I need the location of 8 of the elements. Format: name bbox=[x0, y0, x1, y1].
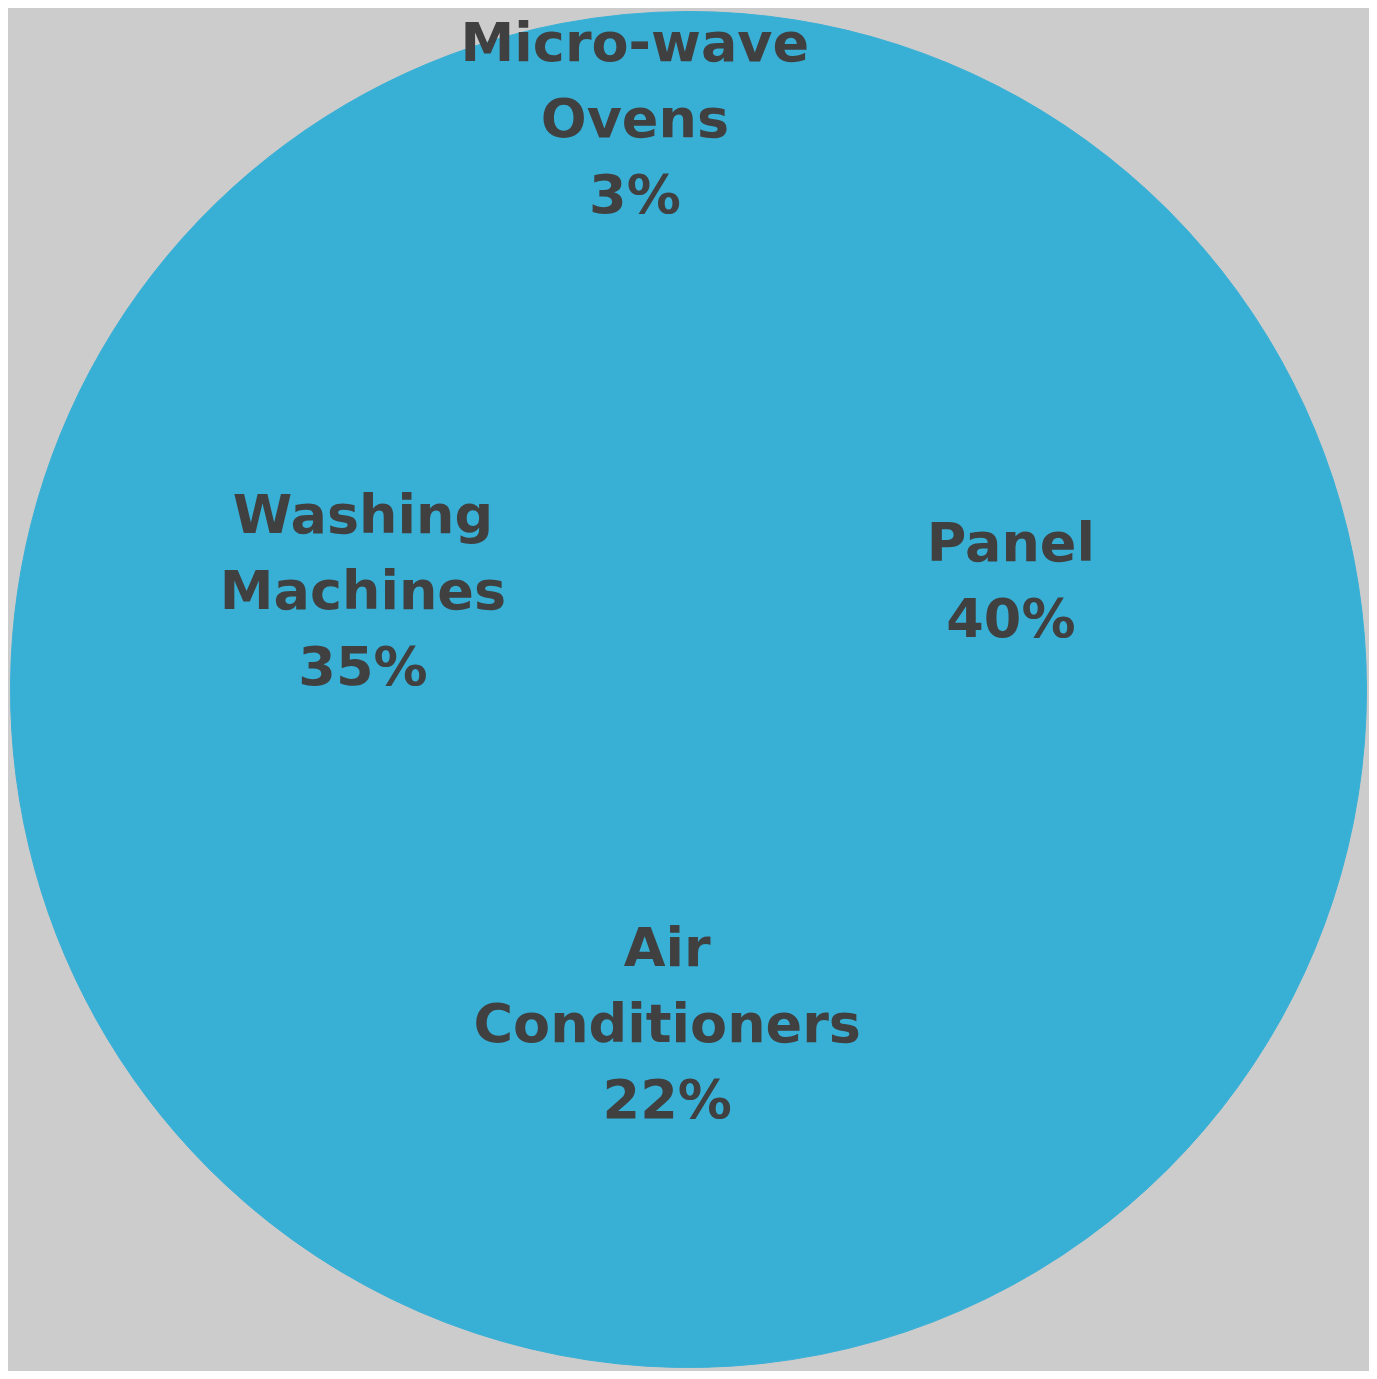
data-label: 3% bbox=[589, 162, 681, 226]
slice-label: Washing Machines bbox=[219, 482, 507, 622]
data-label: 35% bbox=[298, 634, 428, 698]
data-label: 22% bbox=[602, 1067, 732, 1131]
slice-label: Micro-wave Ovens bbox=[460, 10, 810, 150]
data-label: 40% bbox=[946, 586, 1076, 650]
slice-label: Air Conditioners bbox=[473, 915, 862, 1055]
slice-label: Panel bbox=[926, 510, 1095, 574]
